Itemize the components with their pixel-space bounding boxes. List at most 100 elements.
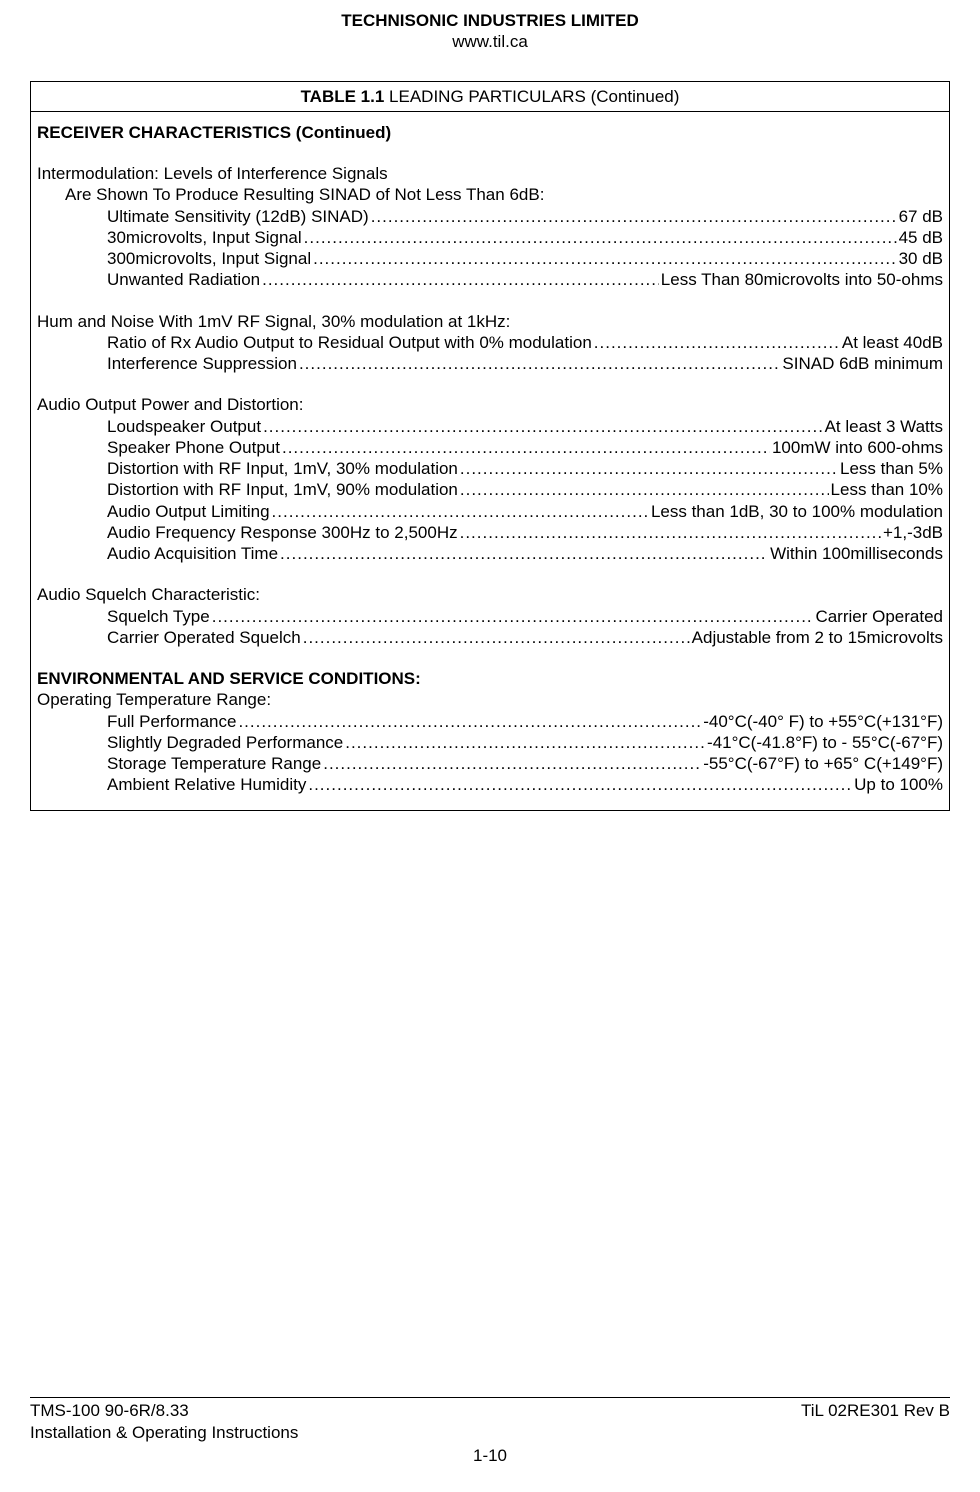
spec-row: Ultimate Sensitivity (12dB) SINAD) 67 dB: [37, 206, 943, 227]
spec-row: Audio Frequency Response 300Hz to 2,500H…: [37, 522, 943, 543]
hum-noise-title: Hum and Noise With 1mV RF Signal, 30% mo…: [37, 311, 943, 332]
spec-row: Squelch Type Carrier Operated: [37, 606, 943, 627]
table-number: TABLE 1.1: [301, 87, 385, 106]
spec-row: Full Performance -40°C(-40° F) to +55°C(…: [37, 711, 943, 732]
dot-leader: [345, 732, 705, 753]
spec-row: Interference Suppression SINAD 6dB minim…: [37, 353, 943, 374]
spec-row: Slightly Degraded Performance -41°C(-41.…: [37, 732, 943, 753]
spec-value: Within 100milliseconds: [770, 543, 943, 564]
table-title-row: TABLE 1.1 LEADING PARTICULARS (Continued…: [31, 82, 949, 112]
spec-value: 45 dB: [899, 227, 943, 248]
env-block: Operating Temperature Range: Full Perfor…: [37, 689, 943, 795]
intermod-title: Intermodulation: Levels of Interference …: [37, 163, 943, 184]
spec-row: Distortion with RF Input, 1mV, 30% modul…: [37, 458, 943, 479]
audio-output-title: Audio Output Power and Distortion:: [37, 394, 943, 415]
footer-rule: [30, 1397, 950, 1398]
dot-leader: [323, 753, 701, 774]
dot-leader: [308, 774, 852, 795]
table-title-text: LEADING PARTICULARS (Continued): [384, 87, 679, 106]
spec-label: Ultimate Sensitivity (12dB) SINAD): [107, 206, 369, 227]
page-footer: TMS-100 90-6R/8.33 Installation & Operat…: [30, 1397, 950, 1466]
spec-row: Loudspeaker Output At least 3 Watts: [37, 416, 943, 437]
spec-value: Less than 10%: [831, 479, 943, 500]
spec-value: Less than 1dB, 30 to 100% modulation: [651, 501, 943, 522]
spec-row: 30microvolts, Input Signal 45 dB: [37, 227, 943, 248]
spec-label: Full Performance: [107, 711, 236, 732]
dot-leader: [594, 332, 840, 353]
page-header: TECHNISONIC INDUSTRIES LIMITED www.til.c…: [30, 10, 950, 53]
spec-value: -41°C(-41.8°F) to - 55°C(-67°F): [707, 732, 943, 753]
spec-label: Ratio of Rx Audio Output to Residual Out…: [107, 332, 592, 353]
spec-label: Audio Acquisition Time: [107, 543, 278, 564]
dot-leader: [460, 458, 838, 479]
dot-leader: [304, 227, 897, 248]
spec-label: Interference Suppression: [107, 353, 297, 374]
env-title: Operating Temperature Range:: [37, 689, 943, 710]
spec-row: Speaker Phone Output 100mW into 600-ohms: [37, 437, 943, 458]
spec-value: At least 3 Watts: [825, 416, 943, 437]
spec-value: Less than 5%: [840, 458, 943, 479]
company-name: TECHNISONIC INDUSTRIES LIMITED: [30, 10, 950, 31]
spec-value: 30 dB: [899, 248, 943, 269]
spec-value: Adjustable from 2 to 15microvolts: [692, 627, 943, 648]
spec-value: Less Than 80microvolts into 50-ohms: [661, 269, 943, 290]
spec-value: -55°C(-67°F) to +65° C(+149°F): [703, 753, 943, 774]
spec-label: Squelch Type: [107, 606, 210, 627]
dot-leader: [272, 501, 649, 522]
squelch-title: Audio Squelch Characteristic:: [37, 584, 943, 605]
spec-row: Carrier Operated Squelch Adjustable from…: [37, 627, 943, 648]
company-url: www.til.ca: [30, 31, 950, 52]
dot-leader: [263, 416, 823, 437]
spec-value: At least 40dB: [842, 332, 943, 353]
dot-leader: [282, 437, 770, 458]
spec-label: Ambient Relative Humidity: [107, 774, 306, 795]
spec-label: Audio Frequency Response 300Hz to 2,500H…: [107, 522, 458, 543]
env-heading: ENVIRONMENTAL AND SERVICE CONDITIONS:: [37, 668, 943, 689]
spec-label: Unwanted Radiation: [107, 269, 260, 290]
dot-leader: [371, 206, 897, 227]
spec-value: 67 dB: [899, 206, 943, 227]
spec-value: Up to 100%: [854, 774, 943, 795]
spec-label: Audio Output Limiting: [107, 501, 270, 522]
dot-leader: [313, 248, 896, 269]
spec-row: Ambient Relative Humidity Up to 100%: [37, 774, 943, 795]
dot-leader: [460, 522, 881, 543]
table-body: RECEIVER CHARACTERISTICS (Continued) Int…: [31, 112, 949, 810]
footer-right: TiL 02RE301 Rev B: [801, 1400, 950, 1443]
table-container: TABLE 1.1 LEADING PARTICULARS (Continued…: [30, 81, 950, 811]
spec-row: Storage Temperature Range -55°C(-67°F) t…: [37, 753, 943, 774]
spec-row: Audio Output Limiting Less than 1dB, 30 …: [37, 501, 943, 522]
dot-leader: [238, 711, 701, 732]
spec-value: +1,-3dB: [883, 522, 943, 543]
footer-left: TMS-100 90-6R/8.33 Installation & Operat…: [30, 1400, 298, 1443]
spec-value: Carrier Operated: [815, 606, 943, 627]
receiver-heading: RECEIVER CHARACTERISTICS (Continued): [37, 122, 943, 143]
spec-label: 300microvolts, Input Signal: [107, 248, 311, 269]
spec-label: Distortion with RF Input, 1mV, 90% modul…: [107, 479, 458, 500]
spec-row: Unwanted Radiation Less Than 80microvolt…: [37, 269, 943, 290]
intermod-subtitle: Are Shown To Produce Resulting SINAD of …: [37, 184, 943, 205]
spec-value: SINAD 6dB minimum: [782, 353, 943, 374]
spec-value: -40°C(-40° F) to +55°C(+131°F): [703, 711, 943, 732]
footer-doc-id: TMS-100 90-6R/8.33: [30, 1400, 298, 1421]
footer-doc-title: Installation & Operating Instructions: [30, 1422, 298, 1443]
spec-label: Distortion with RF Input, 1mV, 30% modul…: [107, 458, 458, 479]
dot-leader: [280, 543, 768, 564]
dot-leader: [460, 479, 829, 500]
spec-row: Distortion with RF Input, 1mV, 90% modul…: [37, 479, 943, 500]
spec-row: Audio Acquisition Time Within 100millise…: [37, 543, 943, 564]
hum-noise-block: Hum and Noise With 1mV RF Signal, 30% mo…: [37, 311, 943, 375]
squelch-block: Audio Squelch Characteristic: Squelch Ty…: [37, 584, 943, 648]
intermodulation-block: Intermodulation: Levels of Interference …: [37, 163, 943, 291]
spec-label: 30microvolts, Input Signal: [107, 227, 302, 248]
dot-leader: [262, 269, 659, 290]
dot-leader: [212, 606, 814, 627]
spec-label: Loudspeaker Output: [107, 416, 261, 437]
dot-leader: [303, 627, 690, 648]
spec-value: 100mW into 600-ohms: [772, 437, 943, 458]
footer-row: TMS-100 90-6R/8.33 Installation & Operat…: [30, 1400, 950, 1443]
dot-leader: [299, 353, 780, 374]
spec-label: Storage Temperature Range: [107, 753, 321, 774]
spec-row: 300microvolts, Input Signal 30 dB: [37, 248, 943, 269]
spec-label: Slightly Degraded Performance: [107, 732, 343, 753]
